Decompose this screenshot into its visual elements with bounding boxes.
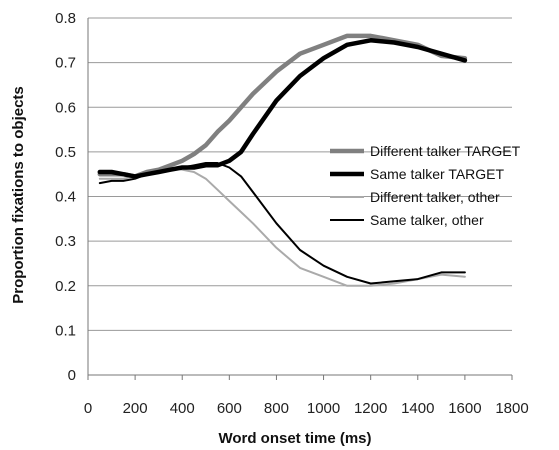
y-tick-label: 0.1 <box>55 322 76 339</box>
legend-label: Different talker TARGET <box>370 143 521 159</box>
legend-label: Different talker, other <box>370 189 500 205</box>
x-tick-label: 800 <box>264 400 289 417</box>
axes: 0 0.1 0.2 0.3 0.4 0.5 0.6 0.7 0.8 0 200 400 600 800 10… <box>55 10 529 417</box>
y-tick-label: 0 <box>68 367 76 384</box>
x-tick-label: 1600 <box>448 400 481 417</box>
legend-label: Same talker, other <box>370 212 484 228</box>
y-tick-label: 0.8 <box>55 10 76 27</box>
y-tick-label: 0.7 <box>55 55 76 72</box>
x-tick-label: 600 <box>217 400 242 417</box>
series-line-1 <box>97 38 468 179</box>
series-lines <box>97 33 468 287</box>
x-tick-label: 1800 <box>495 400 528 417</box>
x-tick-label: 200 <box>123 400 148 417</box>
y-tick-label: 0.3 <box>55 233 76 250</box>
x-tick-label: 0 <box>84 400 92 417</box>
x-tick-label: 1200 <box>354 400 387 417</box>
y-tick-label: 0.2 <box>55 278 76 295</box>
x-tick-label: 1400 <box>401 400 434 417</box>
legend-label: Same talker TARGET <box>370 166 505 182</box>
x-tick-label: 400 <box>170 400 195 417</box>
gridlines <box>88 17 512 331</box>
y-tick-label: 0.5 <box>55 144 76 161</box>
legend: Different talker TARGET Same talker TARGE… <box>330 143 521 228</box>
y-axis-title: Proportion fixations to objects <box>10 86 27 304</box>
x-axis-title: Word onset time (ms) <box>218 430 371 447</box>
y-tick-label: 0.4 <box>55 189 76 206</box>
y-tick-label: 0.6 <box>55 99 76 116</box>
x-tick-label: 1000 <box>307 400 340 417</box>
